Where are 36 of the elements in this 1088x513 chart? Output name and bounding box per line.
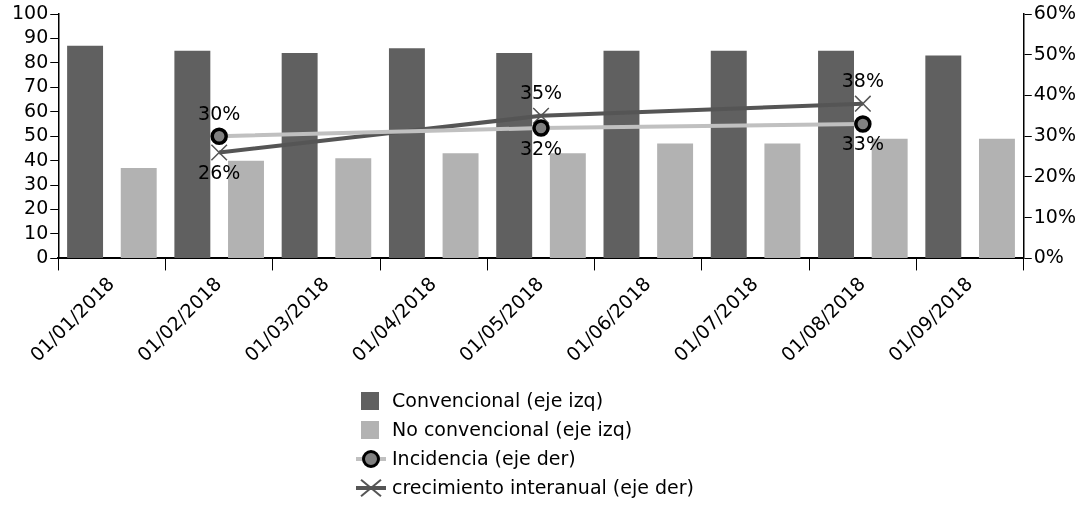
y-tick-label: 30 — [24, 172, 49, 195]
y-tick-label: 20 — [24, 196, 49, 219]
legend-label: crecimiento interanual (eje der) — [392, 475, 694, 500]
bar — [925, 55, 962, 258]
y-tick-label: 100 — [12, 0, 49, 23]
bar — [442, 153, 479, 258]
bar — [657, 143, 694, 258]
point — [854, 95, 872, 113]
point — [210, 143, 228, 162]
y-tick-label: 40 — [24, 147, 49, 170]
y-tick-label: 50 — [24, 123, 49, 146]
bar — [978, 138, 1015, 258]
y2-tick-label: 50% — [1033, 41, 1076, 64]
y2-tick-label: 20% — [1033, 163, 1076, 186]
point — [532, 107, 550, 125]
bar — [335, 158, 372, 258]
y-tick-label: 10 — [24, 220, 49, 243]
y-tick-label: 60 — [24, 98, 49, 121]
legend-label: Incidencia (eje der) — [392, 446, 576, 471]
y2-tick-label: 40% — [1033, 82, 1076, 105]
y2-tick-label: 30% — [1033, 123, 1076, 146]
y-tick-label: 80 — [24, 49, 49, 72]
y2-tick-label: 60% — [1033, 0, 1076, 23]
legend-label: No convencional (eje izq) — [392, 417, 633, 442]
y-tick-label: 70 — [24, 74, 49, 97]
bar — [764, 143, 801, 258]
y2-tick-label: 0% — [1033, 245, 1064, 268]
y-tick-label: 0 — [36, 245, 49, 268]
legend-label: Convencional (eje izq) — [392, 388, 604, 413]
y2-tick-label: 10% — [1033, 204, 1076, 227]
data-label: 33% — [841, 132, 884, 155]
bar — [67, 45, 104, 258]
bar — [549, 153, 586, 258]
bar — [120, 168, 157, 258]
y-tick-label: 90 — [24, 25, 49, 48]
data-label: 26% — [198, 160, 241, 183]
